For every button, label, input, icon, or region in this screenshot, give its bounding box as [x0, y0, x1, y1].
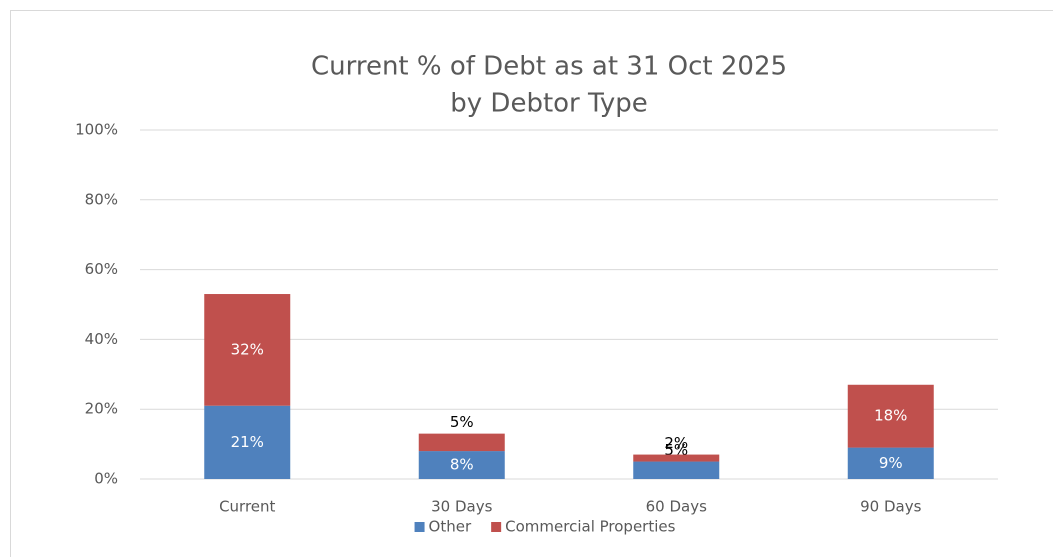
data-label: 5% [450, 413, 474, 431]
x-tick-label: 60 Days [646, 498, 707, 516]
x-tick-label: 30 Days [431, 498, 492, 516]
data-label: 2% [664, 434, 688, 452]
y-tick-label: 60% [85, 260, 118, 278]
y-tick-label: 40% [85, 330, 118, 348]
x-tick-label: 90 Days [860, 498, 921, 516]
y-tick-label: 0% [94, 470, 118, 488]
legend-swatch [414, 522, 425, 532]
data-label: 21% [231, 433, 264, 451]
bar-segment [204, 294, 291, 406]
bar-segment [847, 384, 934, 448]
bar-segment [847, 447, 934, 479]
bar-segment [633, 461, 720, 479]
legend-label: Other [429, 518, 472, 536]
data-label: 18% [874, 407, 907, 425]
y-tick-label: 100% [75, 121, 118, 139]
bar-segment [204, 405, 291, 479]
data-label: 9% [879, 454, 903, 472]
legend-label: Commercial Properties [505, 518, 675, 536]
y-tick-label: 20% [85, 400, 118, 418]
data-label: 32% [231, 340, 264, 358]
data-label: 8% [450, 456, 474, 474]
legend-swatch [491, 522, 502, 532]
y-tick-label: 80% [85, 190, 118, 208]
bar-segment [633, 454, 720, 462]
bar-segment [418, 433, 505, 452]
bar-segment [418, 451, 505, 479]
chart-subtitle: by Debtor Type [450, 89, 647, 119]
chart-title: Current % of Debt as at 31 Oct 2025 [311, 52, 787, 82]
data-label: 5% [664, 441, 688, 459]
x-tick-label: Current [219, 498, 275, 516]
